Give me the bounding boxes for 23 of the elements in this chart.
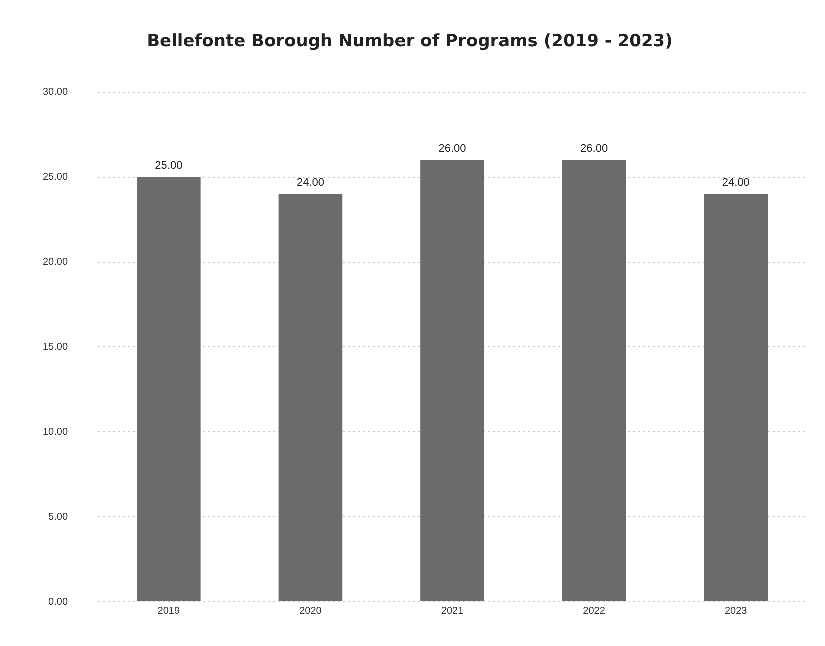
bar [562,160,626,602]
bar [704,194,768,602]
chart-title: Bellefonte Borough Number of Programs (2019 - 2023) [147,32,673,52]
y-tick-label: 5.00 [48,512,68,523]
bar [420,160,484,602]
y-tick-label: 30.00 [42,87,68,98]
data-label: 24.00 [722,176,750,189]
y-tick-label: 0.00 [48,596,68,608]
y-tick-label: 15.00 [42,342,68,353]
data-label: 25.00 [155,160,183,172]
data-label: 26.00 [580,142,608,155]
x-tick-label: 2023 [724,606,748,617]
x-tick-label: 2021 [441,606,464,617]
y-tick-label: 10.00 [42,426,68,438]
y-tick-label: 20.00 [42,257,68,268]
data-label: 24.00 [296,176,324,189]
y-tick-label: 25.00 [42,172,68,184]
data-label: 26.00 [438,142,466,155]
bar [137,177,201,602]
x-tick-label: 2019 [158,606,180,617]
bar [278,194,343,602]
x-tick-label: 2020 [300,606,322,617]
x-tick-label: 2022 [583,606,606,617]
